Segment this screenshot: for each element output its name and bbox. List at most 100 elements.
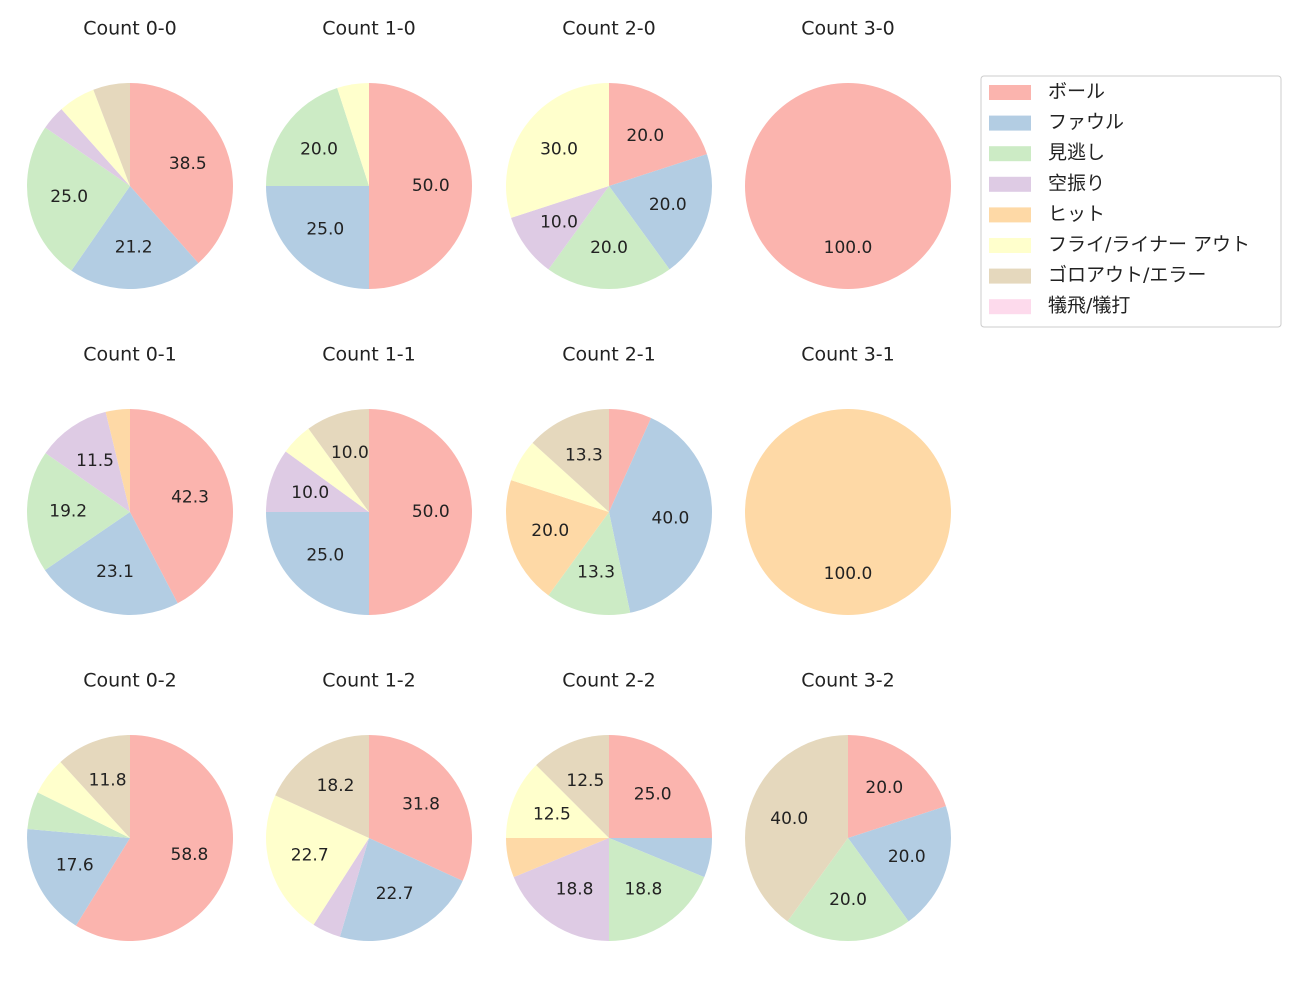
pie-slice	[787, 838, 909, 941]
pie-slice	[71, 186, 199, 289]
pie-slice	[266, 88, 369, 186]
legend-swatch	[989, 176, 1031, 192]
pie-slice	[313, 838, 369, 937]
value-label: 25.0	[50, 187, 88, 207]
value-label: 22.7	[376, 884, 414, 904]
legend-label: ヒット	[1048, 203, 1105, 225]
value-label: 25.0	[634, 784, 672, 804]
pie-slice	[548, 512, 631, 615]
pie-title: Count 2-2	[562, 670, 656, 692]
pie-slice	[339, 838, 463, 941]
value-label: 10.0	[291, 483, 329, 503]
value-label: 58.8	[171, 845, 209, 865]
value-label: 18.2	[317, 776, 355, 796]
pie-slice	[506, 765, 609, 838]
value-label: 10.0	[331, 443, 369, 463]
legend-label: ボール	[1048, 81, 1105, 103]
pie-title: Count 3-0	[801, 18, 895, 40]
value-label: 13.3	[565, 446, 603, 466]
legend-label: ゴロアウト/エラー	[1048, 264, 1206, 286]
legend-label: ファウル	[1048, 111, 1124, 133]
value-label: 22.7	[291, 846, 329, 866]
value-label: 11.5	[76, 451, 114, 471]
pie-slice	[848, 806, 951, 922]
pie-slice	[61, 89, 130, 186]
value-label: 20.0	[626, 126, 664, 146]
legend-swatch	[989, 299, 1031, 315]
value-label: 38.5	[169, 154, 207, 174]
pie-title: Count 1-1	[322, 344, 416, 366]
value-label: 100.0	[824, 564, 873, 584]
pie-title: Count 3-1	[801, 344, 895, 366]
value-label: 40.0	[652, 509, 690, 529]
value-label: 18.8	[556, 879, 594, 899]
pie-slice	[548, 186, 670, 289]
pie-slice	[266, 512, 369, 615]
pie-slice	[45, 411, 130, 512]
value-label: 11.8	[89, 770, 127, 790]
pie-slice	[27, 828, 131, 926]
legend-label: 見逃し	[1048, 142, 1105, 164]
pie-slice	[266, 795, 369, 925]
pie-slice	[369, 409, 472, 615]
pie-slice	[285, 428, 369, 512]
value-label: 20.0	[649, 195, 687, 215]
pie-slice	[609, 83, 707, 186]
value-label: 20.0	[829, 890, 867, 910]
value-label: 100.0	[824, 238, 873, 258]
value-label: 42.3	[171, 487, 209, 507]
pie-slice	[506, 480, 609, 596]
pie-slice	[275, 735, 369, 838]
legend-swatch	[989, 115, 1031, 131]
value-label: 20.0	[531, 521, 569, 541]
pie-slice	[337, 83, 369, 186]
pie-slice	[75, 735, 234, 941]
pie-slice	[44, 512, 178, 615]
value-label: 25.0	[306, 220, 344, 240]
pie-slice	[848, 735, 946, 838]
pie-slice	[130, 83, 233, 264]
pie-title: Count 3-2	[801, 670, 895, 692]
pie-slice	[506, 838, 609, 878]
pie-slice	[745, 409, 951, 615]
value-label: 30.0	[540, 140, 578, 160]
value-label: 50.0	[412, 176, 450, 196]
pie-slice	[130, 409, 233, 604]
pie-slice	[105, 409, 130, 512]
legend-swatch	[989, 146, 1031, 162]
value-label: 50.0	[412, 502, 450, 522]
pie-slice	[536, 735, 609, 838]
pie-slice	[93, 83, 130, 186]
pie-slice	[27, 453, 130, 571]
pie-slice	[745, 83, 951, 289]
pie-title: Count 1-0	[322, 18, 416, 40]
pie-slice	[609, 409, 652, 512]
value-label: 23.1	[96, 562, 134, 582]
pie-slice	[27, 792, 130, 838]
value-label: 19.2	[49, 502, 87, 522]
legend-label: 犠飛/犠打	[1048, 295, 1130, 317]
pie-slice	[609, 838, 705, 941]
value-label: 20.0	[888, 847, 926, 867]
value-label: 12.5	[566, 771, 604, 791]
value-label: 20.0	[590, 238, 628, 258]
value-label: 20.0	[300, 140, 338, 160]
pie-title: Count 0-2	[83, 670, 177, 692]
pie-title: Count 1-2	[322, 670, 416, 692]
value-label: 13.3	[577, 562, 615, 582]
value-label: 18.8	[624, 879, 662, 899]
pie-slice	[744, 735, 848, 922]
legend-label: 空振り	[1048, 172, 1105, 194]
value-label: 20.0	[865, 778, 903, 798]
pie-slice	[506, 83, 609, 218]
legend-swatch	[989, 85, 1031, 100]
pie-slice	[266, 186, 369, 289]
legend-box	[980, 75, 1282, 328]
legend-swatch	[989, 268, 1031, 284]
pie-title: Count 0-1	[83, 344, 177, 366]
value-label: 10.0	[540, 212, 578, 232]
value-label: 40.0	[770, 809, 808, 829]
legend-swatch	[989, 207, 1031, 223]
pie-slice	[37, 762, 130, 838]
pie-slice	[609, 838, 712, 878]
